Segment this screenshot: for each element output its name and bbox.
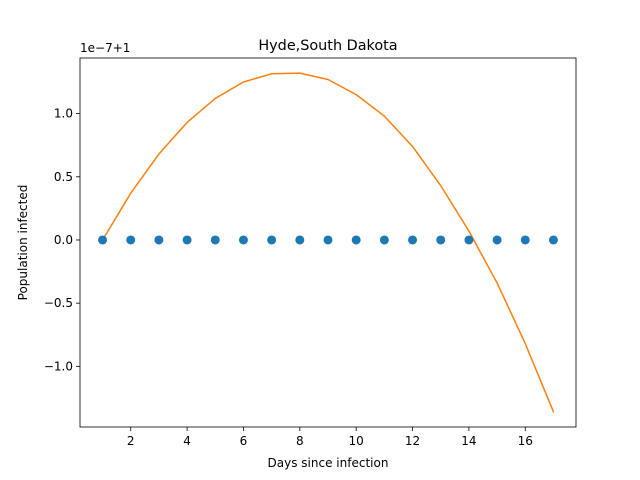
scatter-point xyxy=(98,235,108,245)
y-axis-label: Population infected xyxy=(16,185,30,301)
scatter-point xyxy=(126,235,136,245)
plot-marks xyxy=(98,72,558,413)
x-tick-label: 4 xyxy=(183,434,191,448)
x-tick-label: 14 xyxy=(461,434,476,448)
series-line xyxy=(101,72,555,413)
scatter-point xyxy=(323,235,333,245)
scatter-point xyxy=(267,235,277,245)
scatter-point xyxy=(520,235,530,245)
x-tick-label: 8 xyxy=(296,434,304,448)
scatter-point xyxy=(182,235,192,245)
scatter-point xyxy=(436,235,446,245)
x-axis-label: Days since infection xyxy=(268,456,389,470)
scatter-point xyxy=(464,235,474,245)
x-tick-label: 16 xyxy=(518,434,533,448)
y-tick-label: 0.0 xyxy=(54,233,73,247)
scatter-point xyxy=(351,235,361,245)
x-tick-label: 10 xyxy=(349,434,364,448)
scatter-point xyxy=(210,235,220,245)
scatter-point xyxy=(408,235,418,245)
plot-frame xyxy=(79,57,577,428)
y-offset-label: 1e−7+1 xyxy=(80,41,130,55)
x-tick-label: 2 xyxy=(127,434,135,448)
y-tick-label: 1.0 xyxy=(54,107,73,121)
chart-title: Hyde,South Dakota xyxy=(258,38,397,54)
x-tick-label: 6 xyxy=(240,434,248,448)
y-tick-label: −0.5 xyxy=(44,296,73,310)
y-tick-label: −1.0 xyxy=(44,359,73,373)
scatter-point xyxy=(238,235,248,245)
scatter-point xyxy=(492,235,502,245)
x-tick-label: 12 xyxy=(405,434,420,448)
scatter-point xyxy=(295,235,305,245)
scatter-point xyxy=(548,235,558,245)
scatter-point xyxy=(379,235,389,245)
axis-ticks: 2 4 6 8 10 12 14 16 1.0 0.5 0.0 −0.5 −1.0 xyxy=(44,107,533,448)
scatter-point xyxy=(154,235,164,245)
y-tick-label: 0.5 xyxy=(54,170,73,184)
